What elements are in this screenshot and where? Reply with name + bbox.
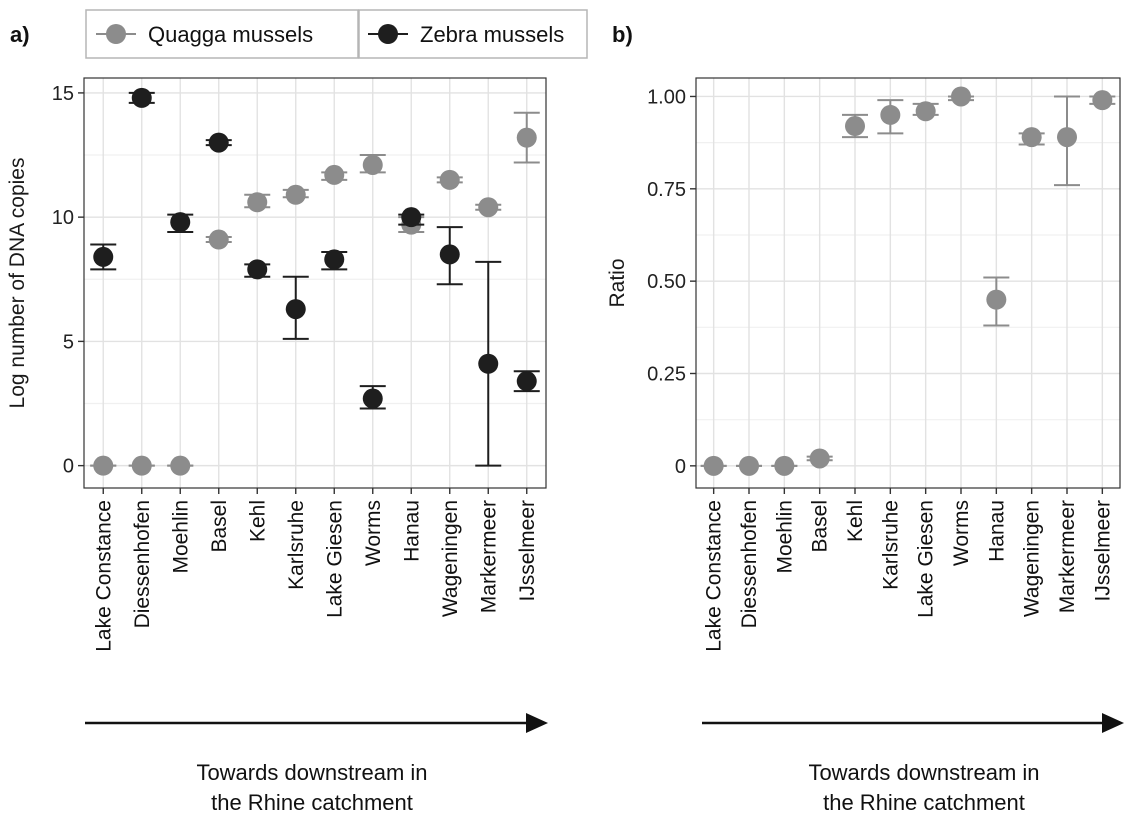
x-tick-label-moehlin: Moehlin (169, 500, 192, 574)
x-tick-label-wageningen: Wageningen (439, 500, 462, 617)
x-tick-label-kehl: Kehl (246, 500, 269, 542)
point-ratio (1057, 127, 1077, 148)
y-tick-label: 15 (52, 83, 74, 105)
point-ratio (880, 104, 901, 125)
x-tick-label-lake-constance: Lake Constance (92, 500, 115, 652)
panel-b-letter: b) (612, 22, 633, 47)
y-axis-title: Ratio (606, 258, 629, 307)
point-zebra-mussels (324, 249, 345, 270)
point-quagga-mussels (439, 169, 460, 190)
point-zebra-mussels (208, 132, 229, 153)
x-tick-label-lake-constance: Lake Constance (703, 500, 726, 652)
x-tick-label-karlsruhe: Karlsruhe (879, 500, 902, 590)
point-ratio (986, 289, 1007, 310)
point-zebra-mussels (439, 244, 460, 265)
plot-border (83, 77, 547, 489)
y-tick-label: 0.50 (647, 271, 686, 293)
y-axis-title: Log number of DNA copies (6, 158, 29, 409)
point-zebra-mussels (362, 388, 383, 409)
legend-key-zebra (368, 24, 408, 44)
point-zebra-mussels (131, 87, 152, 108)
point-quagga-mussels (170, 455, 191, 476)
downstream-arrow-b (702, 713, 1124, 733)
point-ratio (809, 448, 830, 469)
point-quagga-mussels (516, 127, 537, 148)
point-zebra-mussels (516, 371, 537, 392)
x-tick-label-markermeer: Markermeer (477, 500, 500, 613)
point-quagga-mussels (131, 455, 152, 476)
legend-label-quagga: Quagga mussels (148, 22, 313, 47)
point-zebra-mussels (93, 246, 114, 267)
panel-a-letter: a) (10, 22, 30, 47)
plot-border (695, 77, 1121, 489)
x-tick-label-moehlin: Moehlin (773, 500, 796, 574)
y-tick-label: 0 (63, 456, 74, 478)
point-zebra-mussels (478, 353, 499, 374)
x-tick-label-hanau: Hanau (985, 500, 1008, 562)
point-ratio (1092, 90, 1113, 111)
legend: Quagga mussels Zebra mussels (85, 9, 588, 59)
point-quagga-mussels (285, 184, 306, 205)
point-ratio (739, 455, 759, 476)
point-zebra-mussels (401, 207, 422, 228)
point-quagga-mussels (247, 192, 268, 213)
point-ratio (845, 116, 865, 137)
point-zebra-mussels (247, 259, 268, 280)
downstream-caption-a-line2: the Rhine catchment (211, 790, 413, 815)
point-quagga-mussels (324, 164, 345, 185)
downstream-caption-b-line1: Towards downstream in (808, 760, 1039, 785)
y-tick-label: 5 (63, 331, 74, 353)
point-quagga-mussels (208, 229, 229, 250)
point-ratio (1021, 127, 1042, 148)
x-tick-label-lake-giesen: Lake Giesen (323, 500, 346, 618)
legend-key-quagga (96, 24, 136, 44)
x-tick-label-worms: Worms (362, 500, 385, 566)
point-zebra-mussels (285, 299, 306, 320)
x-tick-label-ijsselmeer: IJsselmeer (516, 500, 539, 602)
panel-a-plot: 0 5 10 15 Lake Constance Diessenhofen Moehlin B… (6, 77, 547, 652)
x-tick-label-karlsruhe: Karlsruhe (285, 500, 308, 590)
point-quagga-mussels (362, 154, 383, 175)
downstream-caption-b-line2: the Rhine catchment (823, 790, 1025, 815)
x-tick-label-basel: Basel (208, 500, 231, 553)
x-tick-label-markermeer: Markermeer (1056, 500, 1079, 613)
x-tick-label-lake-giesen: Lake Giesen (915, 500, 938, 618)
x-tick-label-basel: Basel (809, 500, 832, 553)
x-tick-label-diessenhofen: Diessenhofen (738, 500, 761, 628)
y-tick-label: 1.00 (647, 86, 686, 108)
plot-background (84, 78, 546, 488)
plot-background (696, 78, 1120, 488)
point-quagga-mussels (478, 197, 499, 218)
point-ratio (703, 455, 724, 476)
downstream-arrow-a (85, 713, 548, 733)
x-tick-label-hanau: Hanau (400, 500, 423, 562)
x-tick-label-diessenhofen: Diessenhofen (131, 500, 154, 628)
y-tick-label: 10 (52, 207, 74, 229)
legend-label-zebra: Zebra mussels (420, 22, 564, 47)
point-ratio (915, 101, 936, 122)
y-tick-label: 0.75 (647, 179, 686, 201)
x-tick-label-kehl: Kehl (844, 500, 867, 542)
x-tick-label-worms: Worms (950, 500, 973, 566)
x-tick-label-wageningen: Wageningen (1021, 500, 1044, 617)
y-tick-label: 0 (675, 456, 686, 478)
downstream-caption-a-line1: Towards downstream in (196, 760, 427, 785)
point-quagga-mussels (93, 455, 114, 476)
point-ratio (951, 86, 971, 107)
point-zebra-mussels (170, 212, 191, 233)
panel-b-plot: 0 0.25 0.50 0.75 1.00 Lake Constance Diessenho… (606, 77, 1121, 652)
y-tick-label: 0.25 (647, 363, 686, 385)
point-ratio (774, 455, 795, 476)
x-tick-label-ijsselmeer: IJsselmeer (1091, 500, 1114, 602)
